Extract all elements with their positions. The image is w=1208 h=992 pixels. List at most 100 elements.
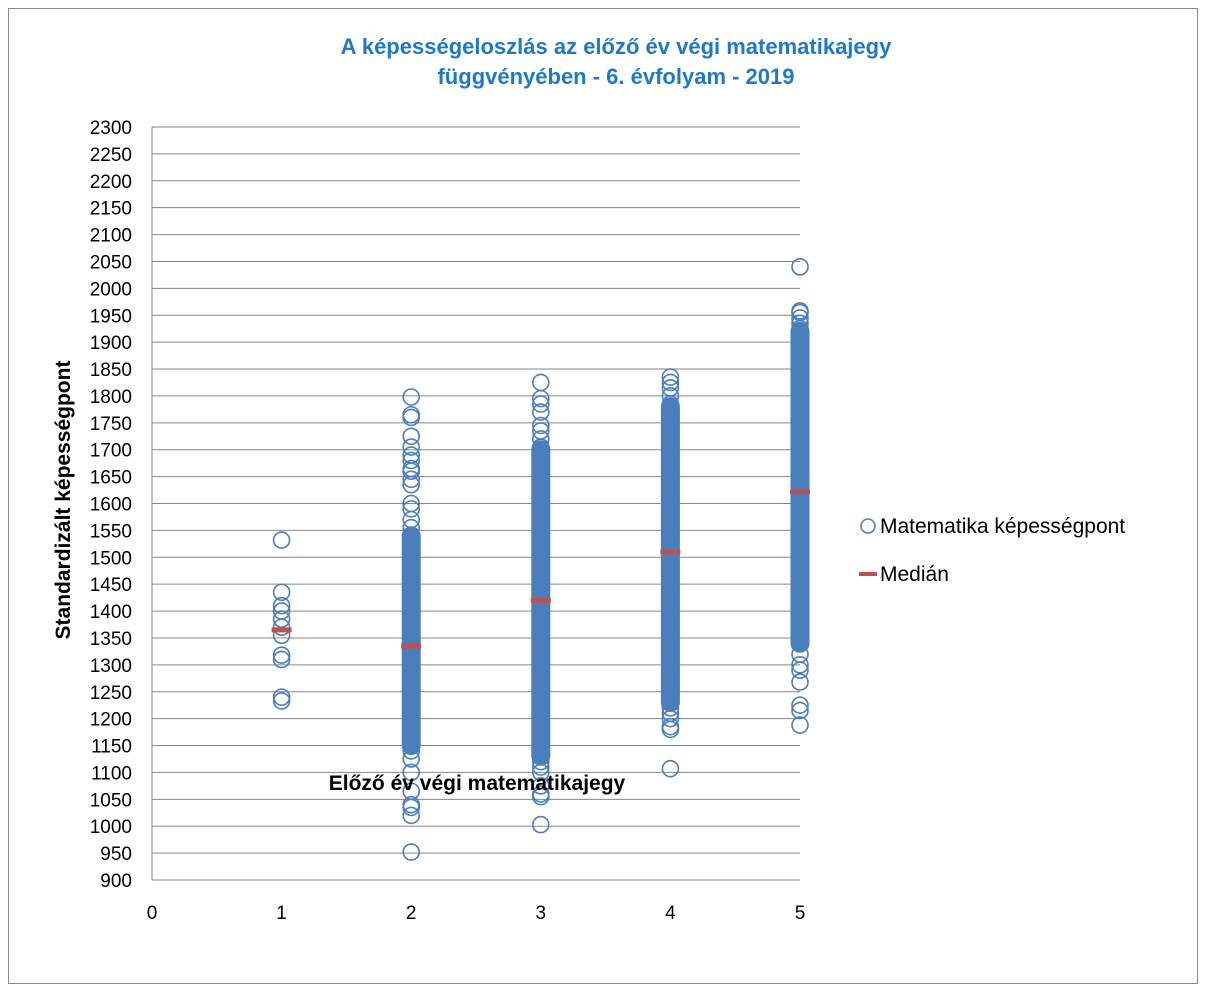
data-point [791, 602, 809, 620]
data-point [531, 702, 550, 720]
data-point [531, 777, 550, 795]
data-point [661, 759, 680, 778]
data-point [531, 689, 550, 708]
data-point [661, 680, 680, 699]
data-point [791, 389, 809, 407]
data-point [661, 373, 680, 392]
data-point [531, 502, 550, 520]
data-point [791, 357, 809, 375]
data-point [661, 654, 680, 673]
data-point [272, 618, 291, 637]
data-point [791, 615, 809, 633]
y-tick-label: 900 [100, 871, 132, 892]
y-tick-label: 1750 [90, 414, 132, 435]
data-point [661, 667, 680, 686]
data-point [402, 536, 421, 555]
data-point [791, 505, 809, 524]
data-point [661, 596, 680, 615]
data-point [402, 750, 421, 768]
data-point [531, 534, 550, 553]
median-marker [401, 643, 422, 649]
data-point [272, 688, 291, 706]
median-marker [530, 597, 551, 603]
data-point [402, 575, 421, 593]
data-point [791, 576, 809, 595]
data-point [791, 537, 809, 556]
y-tick-label: 1200 [90, 710, 132, 731]
data-point [402, 581, 421, 600]
data-point [791, 608, 809, 627]
data-point [531, 389, 550, 408]
y-axis-ticks: 900 950 1000 1050 1100 1150 1200 1250 1300 1350 14… [90, 118, 132, 892]
data-point [791, 589, 809, 607]
data-point [402, 510, 421, 529]
data-point [531, 373, 550, 392]
data-point [791, 402, 809, 420]
data-point [402, 843, 421, 861]
data-point [402, 601, 421, 619]
data-point [531, 657, 550, 675]
data-point [661, 480, 680, 499]
data-point [661, 395, 680, 413]
data-point [791, 314, 809, 333]
data-point [661, 661, 680, 680]
data-point [661, 603, 680, 621]
x-axis-title: Előző év végi matematikajegy [329, 772, 626, 795]
data-point [791, 621, 809, 640]
data-point [531, 605, 550, 624]
data-point [531, 787, 550, 806]
data-point [791, 363, 809, 382]
median-marker [660, 549, 681, 555]
data-point [402, 736, 421, 755]
data-point [402, 427, 421, 446]
y-tick-label: 1050 [90, 790, 132, 811]
data-point [791, 550, 809, 569]
data-point [531, 489, 550, 507]
y-tick-label: 1400 [90, 602, 132, 623]
data-point [402, 543, 421, 561]
data-point [531, 450, 550, 469]
data-point [791, 395, 809, 414]
y-tick-label: 2050 [90, 252, 132, 273]
data-point [661, 500, 680, 518]
data-point [272, 596, 291, 615]
y-tick-label: 1800 [90, 387, 132, 408]
data-point [402, 678, 421, 697]
data-point [661, 525, 680, 544]
data-point [272, 692, 291, 710]
data-point [531, 611, 550, 630]
data-point [661, 387, 680, 405]
data-point [402, 607, 421, 626]
data-point [402, 462, 421, 481]
x-tick-label: 1 [276, 903, 287, 924]
data-point [791, 701, 809, 720]
data-point [402, 639, 421, 658]
data-point [531, 631, 550, 649]
legend-label-median: Medián [880, 563, 949, 586]
data-point [791, 563, 809, 582]
data-point [661, 590, 680, 609]
data-point [661, 583, 680, 602]
data-point [531, 508, 550, 527]
data-point [791, 319, 809, 338]
data-point [791, 544, 809, 562]
data-point [661, 532, 680, 550]
data-point [402, 549, 421, 568]
data-point [531, 741, 550, 759]
data-point [531, 463, 550, 482]
data-point [791, 408, 809, 427]
data-point [531, 695, 550, 714]
y-tick-label: 2150 [90, 199, 132, 220]
data-point [272, 531, 291, 549]
data-point [791, 344, 809, 362]
data-point [791, 434, 809, 453]
data-point [402, 798, 421, 817]
data-point [272, 626, 291, 645]
data-point [531, 547, 550, 566]
data-point [661, 538, 680, 557]
chart-title-line-1: A képességeloszlás az előző év végi mate… [341, 34, 892, 59]
data-point [402, 691, 421, 710]
legend: Matematika képességpont Medián [859, 515, 1125, 586]
y-tick-label: 1150 [91, 737, 132, 758]
data-point [791, 258, 809, 276]
